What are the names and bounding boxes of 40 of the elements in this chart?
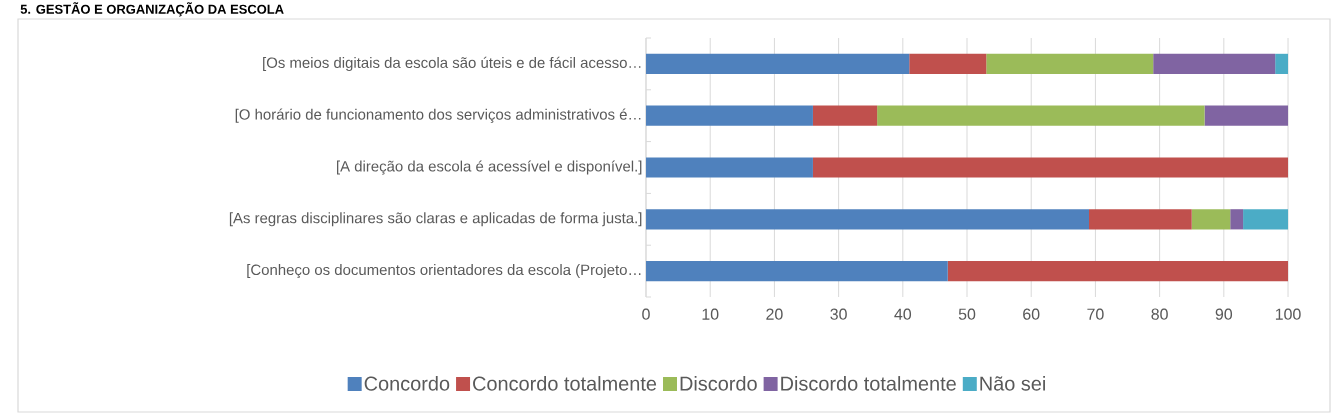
bar: [1204, 105, 1289, 126]
text: 5. GESTÃO E ORGANIZAÇÃO DA ESCOLA: [20, 2, 284, 17]
x-tick-label: 10: [702, 308, 719, 320]
bar: [812, 157, 1289, 178]
x-tick-label: 20: [766, 308, 783, 320]
bar: [646, 261, 948, 282]
legend-label: Não sei: [980, 376, 1045, 391]
legend-label: Discordo: [680, 376, 757, 391]
bar: [646, 209, 1089, 230]
bar: [812, 105, 878, 126]
bar: [877, 105, 1205, 126]
bar: [646, 105, 813, 126]
x-tick-label: 90: [1215, 308, 1233, 320]
bar: [1243, 209, 1289, 230]
bar: [986, 53, 1154, 75]
x-tick-label: 30: [830, 308, 847, 320]
bar: [1153, 53, 1276, 75]
legend-label: Concordo totalmente: [473, 376, 657, 391]
bar: [646, 53, 910, 75]
y-tick-label: [Os meios digitais da escola são úteis e de fácil acesso…: [263, 56, 641, 71]
bar: [646, 157, 813, 178]
legend-label: Discordo totalmente: [781, 376, 956, 391]
y-tick-label: [Conheço os documentos orientadores da escola (Projeto…: [247, 264, 641, 279]
bar: [947, 261, 1289, 282]
bar: [1275, 53, 1289, 75]
y-tick-label: [A direção da escola é acessível e disponível.]: [337, 160, 642, 175]
x-tick-label: 60: [1023, 308, 1040, 320]
legend-label: Concordo: [364, 376, 450, 391]
x-tick-label: 40: [894, 308, 912, 320]
bar: [1230, 209, 1244, 230]
x-tick-label: 70: [1087, 308, 1104, 320]
y-tick-label: [O horário de funcionamento dos serviços administrativos é…: [235, 108, 641, 123]
x-tick-label: 0: [642, 308, 650, 320]
x-tick-label: 80: [1151, 308, 1168, 320]
y-tick-label: [As regras disciplinares são claras e aplicadas de forma justa.]: [229, 212, 642, 227]
bar: [1089, 209, 1192, 230]
bar: [909, 53, 987, 75]
bar: [1191, 209, 1231, 230]
x-tick-label: 100: [1275, 308, 1301, 320]
x-tick-label: 50: [958, 308, 976, 320]
